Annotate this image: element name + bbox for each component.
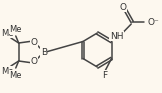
Text: O⁻: O⁻ <box>148 17 159 27</box>
Text: O: O <box>120 3 127 12</box>
Text: Me: Me <box>10 24 22 33</box>
Text: Me: Me <box>1 28 13 37</box>
Text: F: F <box>102 70 108 80</box>
Text: O: O <box>31 37 38 46</box>
Text: Me: Me <box>1 66 13 76</box>
Text: O: O <box>31 57 38 66</box>
Text: NH: NH <box>110 32 123 40</box>
Text: B: B <box>41 48 47 57</box>
Text: Me: Me <box>10 70 22 80</box>
